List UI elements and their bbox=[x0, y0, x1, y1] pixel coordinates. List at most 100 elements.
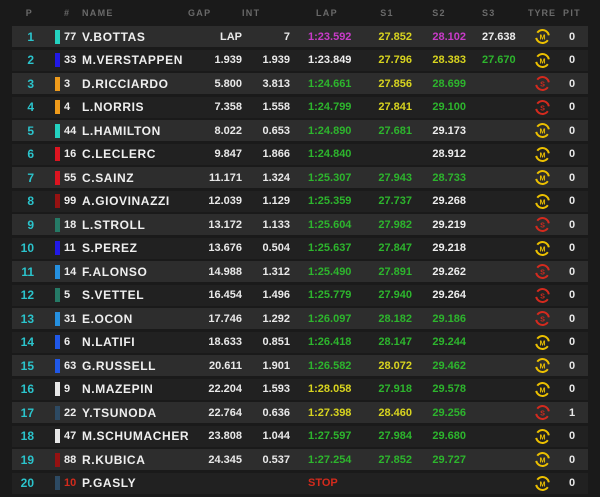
sector1-time: 27.918 bbox=[378, 383, 412, 395]
tyre-cell: S bbox=[528, 75, 556, 92]
sector1-time: 28.147 bbox=[378, 336, 412, 348]
timing-row[interactable]: 14 6 N.LATIFI 18.633 0.851 1:26.418 28.1… bbox=[12, 331, 588, 353]
gap-value: 11.171 bbox=[208, 171, 242, 184]
sector1-time: 27.943 bbox=[378, 171, 412, 184]
gap-value: 1.939 bbox=[214, 54, 242, 66]
position-number: 11 bbox=[21, 264, 34, 279]
timing-row[interactable]: 20 10 P.GASLY STOP M 0 bbox=[12, 472, 588, 494]
timing-row[interactable]: 12 5 S.VETTEL 16.454 1.496 1:25.779 27.9… bbox=[12, 284, 588, 306]
sector3-time: 27.638 bbox=[482, 30, 516, 43]
driver-number: 11 bbox=[64, 242, 76, 254]
timing-row[interactable]: 1 77 V.BOTTAS LAP 7 1:23.592 27.852 28.1… bbox=[12, 26, 588, 47]
header-sector2: S2 bbox=[432, 8, 446, 18]
timing-row[interactable]: 16 9 N.MAZEPIN 22.204 1.593 1:28.058 27.… bbox=[12, 378, 588, 400]
driver-number: 33 bbox=[64, 54, 77, 66]
driver-number: 44 bbox=[64, 124, 77, 137]
driver-number: 88 bbox=[64, 453, 77, 466]
svg-text:M: M bbox=[539, 174, 545, 183]
driver-name: L.HAMILTON bbox=[82, 123, 161, 138]
driver-number: 31 bbox=[64, 312, 77, 325]
gap-value: 18.633 bbox=[208, 336, 242, 348]
driver-number: 16 bbox=[64, 148, 77, 160]
pit-count: 0 bbox=[568, 54, 576, 66]
tyre-icon-medium: M bbox=[534, 452, 550, 467]
timing-row[interactable]: 9 18 L.STROLL 13.172 1.133 1:25.604 27.9… bbox=[12, 214, 588, 235]
timing-row[interactable]: 7 55 C.SAINZ 11.171 1.324 1:25.307 27.94… bbox=[12, 167, 588, 188]
tyre-cell: M bbox=[528, 334, 556, 351]
driver-number: 4 bbox=[64, 101, 71, 113]
interval-value: 1.312 bbox=[262, 265, 290, 278]
team-color-bar bbox=[55, 100, 60, 114]
team-color-bar bbox=[55, 264, 60, 279]
interval-value: 1.593 bbox=[262, 383, 290, 395]
driver-number: 10 bbox=[64, 477, 77, 489]
team-color-cell bbox=[40, 452, 64, 467]
lap-time: 1:25.490 bbox=[308, 265, 352, 278]
interval-value: 1.129 bbox=[262, 195, 290, 207]
sector1-time: 28.182 bbox=[378, 312, 412, 325]
gap-value: 7.358 bbox=[214, 101, 242, 113]
pit-count: 0 bbox=[568, 77, 576, 90]
timing-row[interactable]: 11 14 F.ALONSO 14.988 1.312 1:25.490 27.… bbox=[12, 261, 588, 282]
lap-time: 1:23.592 bbox=[308, 30, 352, 43]
driver-name: P.GASLY bbox=[82, 476, 137, 490]
team-color-bar bbox=[55, 382, 60, 396]
timing-row[interactable]: 13 31 E.OCON 17.746 1.292 1:26.097 28.18… bbox=[12, 308, 588, 329]
interval-value: 3.813 bbox=[262, 77, 290, 90]
tyre-cell: S bbox=[528, 287, 556, 304]
driver-number: 14 bbox=[64, 265, 77, 278]
lap-time: 1:26.097 bbox=[308, 312, 352, 325]
gap-value: 20.611 bbox=[208, 359, 242, 372]
timing-row[interactable]: 5 44 L.HAMILTON 8.022 0.653 1:24.890 27.… bbox=[12, 120, 588, 141]
timing-row[interactable]: 3 3 D.RICCIARDO 5.800 3.813 1:24.661 27.… bbox=[12, 73, 588, 94]
timing-row[interactable]: 10 11 S.PEREZ 13.676 0.504 1:25.637 27.8… bbox=[12, 237, 588, 259]
lap-time: 1:27.398 bbox=[308, 406, 352, 419]
svg-text:S: S bbox=[540, 221, 545, 230]
timing-row[interactable]: 2 33 M.VERSTAPPEN 1.939 1.939 1:23.849 2… bbox=[12, 49, 588, 71]
tyre-cell: M bbox=[528, 451, 556, 468]
timing-row[interactable]: 19 88 R.KUBICA 24.345 0.537 1:27.254 27.… bbox=[12, 449, 588, 470]
tyre-cell: M bbox=[528, 169, 556, 186]
tyre-icon-soft: S bbox=[534, 405, 550, 420]
position-number: 13 bbox=[20, 311, 34, 326]
timing-row[interactable]: 18 47 M.SCHUMACHER 23.808 1.044 1:27.597… bbox=[12, 425, 588, 447]
pit-count: 0 bbox=[568, 289, 576, 301]
sector2-time: 29.268 bbox=[432, 195, 466, 207]
timing-row[interactable]: 4 4 L.NORRIS 7.358 1.558 1:24.799 27.841… bbox=[12, 96, 588, 118]
sector1-time: 27.982 bbox=[378, 218, 412, 231]
position-number: 19 bbox=[20, 452, 34, 467]
pit-count: 0 bbox=[568, 383, 576, 395]
driver-number: 5 bbox=[64, 289, 71, 301]
timing-row[interactable]: 8 99 A.GIOVINAZZI 12.039 1.129 1:25.359 … bbox=[12, 190, 588, 212]
driver-name: C.LECLERC bbox=[82, 147, 157, 161]
gap-value: 8.022 bbox=[214, 124, 242, 137]
interval-value: 1.496 bbox=[262, 289, 290, 301]
svg-text:S: S bbox=[540, 315, 545, 324]
sector2-time: 29.262 bbox=[432, 265, 466, 278]
driver-number: 99 bbox=[64, 195, 77, 207]
lap-time: 1:24.799 bbox=[308, 101, 352, 113]
sector2-time: 29.244 bbox=[432, 336, 466, 348]
driver-number: 18 bbox=[64, 218, 77, 231]
svg-text:S: S bbox=[540, 291, 545, 300]
team-color-cell bbox=[40, 358, 64, 373]
sector1-time: 27.891 bbox=[378, 265, 412, 278]
pit-count: 0 bbox=[568, 453, 576, 466]
sector1-time: 27.940 bbox=[378, 289, 412, 301]
timing-row[interactable]: 6 16 C.LECLERC 9.847 1.866 1:24.840 28.9… bbox=[12, 143, 588, 165]
position-number: 14 bbox=[20, 335, 34, 349]
position-number: 9 bbox=[27, 217, 34, 232]
sector2-time: 28.733 bbox=[432, 171, 466, 184]
team-color-cell bbox=[40, 53, 64, 67]
pit-count: 0 bbox=[568, 312, 576, 325]
sector1-time: 27.856 bbox=[378, 77, 412, 90]
timing-row[interactable]: 17 22 Y.TSUNODA 22.764 0.636 1:27.398 28… bbox=[12, 402, 588, 423]
team-color-bar bbox=[55, 147, 60, 161]
timing-row[interactable]: 15 63 G.RUSSELL 20.611 1.901 1:26.582 28… bbox=[12, 355, 588, 376]
sector2-time: 29.100 bbox=[432, 101, 466, 113]
tyre-cell: S bbox=[528, 216, 556, 233]
team-color-bar bbox=[55, 123, 60, 138]
driver-name: S.VETTEL bbox=[82, 288, 145, 302]
tyre-icon-medium: M bbox=[534, 146, 550, 162]
header-name: NAME bbox=[82, 8, 114, 18]
